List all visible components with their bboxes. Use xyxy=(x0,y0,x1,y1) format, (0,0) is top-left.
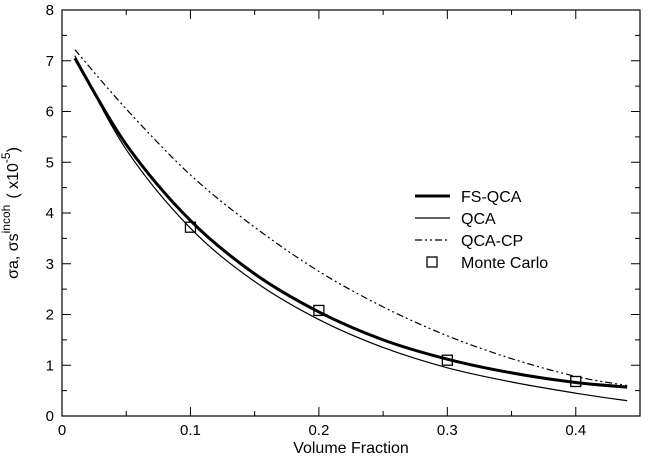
y-tick-label: 0 xyxy=(46,408,54,425)
plot-frame xyxy=(61,9,641,417)
legend: FS-QCA QCA QCA-CP Monte Carlo xyxy=(415,189,548,272)
x-tick-label: 0.4 xyxy=(565,422,586,439)
y-tick-label: 1 xyxy=(46,357,54,374)
legend-label-qca-cp: QCA-CP xyxy=(461,233,523,250)
y-axis-title-multiplier: ( x10 xyxy=(5,163,22,199)
legend-marker-monte-carlo xyxy=(426,256,438,268)
x-tick-label: 0.1 xyxy=(180,422,201,439)
y-tick-label: 3 xyxy=(46,256,54,273)
y-axis-title-superscript: incoh xyxy=(0,205,13,234)
y-tick-label: 5 xyxy=(46,154,54,171)
monte-carlo-point xyxy=(441,354,453,366)
legend-label-fs-qca: FS-QCA xyxy=(461,189,522,206)
y-axis-title-exponent: -5 xyxy=(0,152,13,163)
y-axis-title: σa, σsincoh ( x10-5) xyxy=(0,147,22,279)
x-tick-label: 0 xyxy=(58,422,66,439)
series-line-fs-qca xyxy=(73,57,628,389)
axes: 0 0.1 0.2 0.3 0.4 0 1 2 3 4 5 6 7 8 Volume Fraction σa,… xyxy=(0,2,641,457)
y-axis-title-close: ) xyxy=(5,147,22,152)
x-tick-label: 0.3 xyxy=(437,422,458,439)
series-line-qca xyxy=(74,55,628,402)
series-line-qca-cp xyxy=(74,49,628,387)
y-tick-label: 2 xyxy=(46,307,54,324)
monte-carlo-point xyxy=(570,375,582,388)
legend-label-qca: QCA xyxy=(461,211,496,228)
monte-carlo-point xyxy=(313,304,325,317)
y-tick-label: 7 xyxy=(46,53,54,70)
y-tick-label: 8 xyxy=(46,2,54,19)
x-axis-title: Volume Fraction xyxy=(293,440,409,457)
monte-carlo-point xyxy=(184,221,197,233)
legend-label-monte-carlo: Monte Carlo xyxy=(461,255,548,272)
y-tick-label: 6 xyxy=(46,104,54,121)
y-axis-title-base: σa, σs xyxy=(5,233,22,279)
series-group xyxy=(73,49,628,402)
x-tick-label: 0.2 xyxy=(308,422,329,439)
y-tick-label: 4 xyxy=(46,205,54,222)
